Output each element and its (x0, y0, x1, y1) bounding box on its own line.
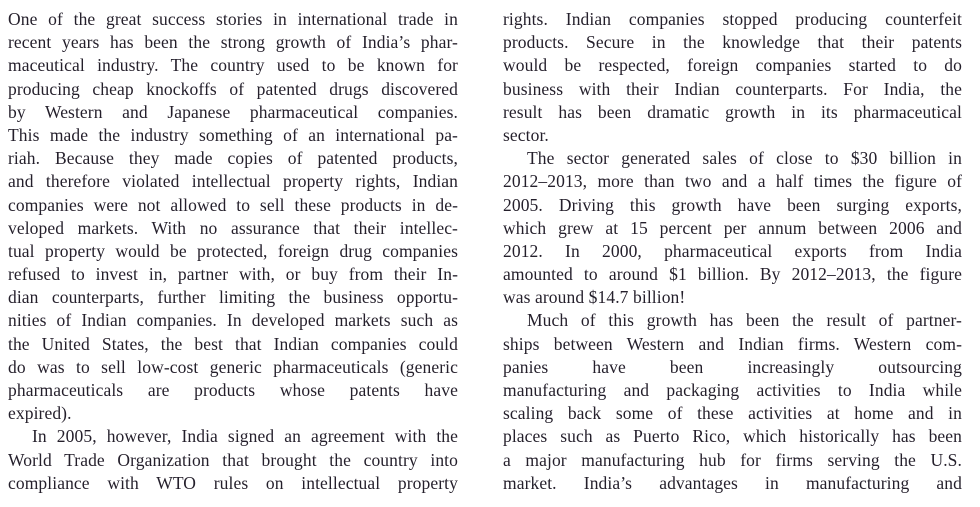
text-line: refused to invest in, partner with, or b… (8, 264, 458, 285)
text-line: scaling back some of these activities at… (503, 403, 962, 424)
text-line: sector. (503, 124, 549, 145)
text-line: dian counterparts, further limiting the … (8, 287, 458, 308)
text-column-right: rights. Indian companies stopped produci… (503, 8, 962, 495)
text-line: panies have been increasingly outsourcin… (503, 356, 962, 377)
text-line: expired). (8, 403, 72, 424)
text-line: products. Secure in the knowledge that t… (503, 32, 962, 53)
text-line: companies were not allowed to sell these… (8, 194, 458, 215)
text-line: The sector generated sales of close to $… (527, 148, 962, 169)
text-line: which grew at 15 percent per annum betwe… (503, 217, 962, 238)
text-line: a major manufacturing hub for firms serv… (503, 449, 962, 470)
text-line: One of the great success stories in inte… (8, 9, 458, 29)
text-line: producing cheap knockoffs of patented dr… (8, 78, 458, 99)
text-line: places such as Puerto Rico, which histor… (503, 426, 962, 447)
text-line: tual property would be protected, foreig… (8, 240, 458, 261)
text-line: do was to sell low-cost generic pharmace… (8, 356, 458, 377)
text-line: market. India’s advantages in manufactur… (503, 472, 962, 493)
text-line: would be respected, foreign companies st… (503, 55, 962, 76)
text-column-left: One of the great success stories in inte… (8, 8, 458, 495)
text-line: pharmaceuticals are products whose paten… (8, 380, 458, 400)
text-line: rights. Indian companies stopped produci… (503, 9, 962, 29)
text-line: veloped markets. With no assurance that … (8, 217, 458, 238)
text-line: amounted to around $1 billion. By 2012–2… (503, 264, 962, 285)
text-line: maceutical industry. The country used to… (8, 55, 458, 76)
text-line: compliance with WTO rules on intellectua… (8, 472, 458, 493)
text-line: business with their Indian counterparts.… (503, 78, 962, 99)
text-line: and therefore violated intellectual prop… (8, 171, 458, 192)
text-line: result has been dramatic growth in its p… (503, 101, 962, 122)
text-line: 2005. Driving this growth have been surg… (503, 194, 962, 215)
text-line: nities of Indian companies. In developed… (8, 310, 458, 331)
text-line: This made the industry something of an i… (8, 124, 458, 145)
text-line: World Trade Organization that brought th… (8, 449, 458, 470)
text-line: ships between Western and Indian firms. … (503, 333, 962, 354)
text-line: In 2005, however, India signed an agreem… (32, 426, 458, 447)
text-line: manufacturing and packaging activities t… (503, 380, 962, 400)
text-line: 2012. In 2000, pharmaceutical exports fr… (503, 240, 962, 261)
text-line: by Western and Japanese pharmaceutical c… (8, 101, 458, 122)
text-line: riah. Because they made copies of patent… (8, 148, 458, 169)
text-line: 2012–2013, more than two and a half time… (503, 171, 962, 192)
text-line: recent years has been the strong growth … (8, 32, 458, 53)
text-line: was around $14.7 billion! (503, 287, 686, 308)
text-line: Much of this growth has been the result … (527, 310, 962, 331)
text-line: the United States, the best that Indian … (8, 333, 458, 354)
